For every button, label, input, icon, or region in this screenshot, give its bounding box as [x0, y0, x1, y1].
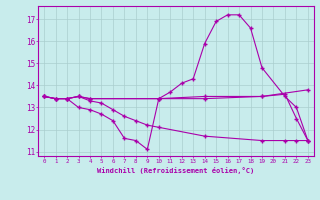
X-axis label: Windchill (Refroidissement éolien,°C): Windchill (Refroidissement éolien,°C) [97, 167, 255, 174]
